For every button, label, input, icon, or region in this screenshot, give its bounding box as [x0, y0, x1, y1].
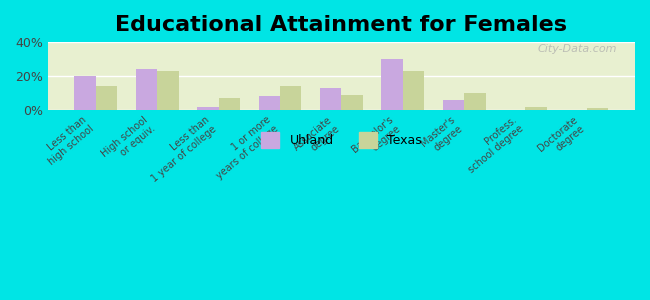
- Title: Educational Attainment for Females: Educational Attainment for Females: [115, 15, 567, 35]
- Bar: [157, 71, 179, 110]
- Bar: [280, 86, 302, 110]
- Bar: [525, 106, 547, 110]
- Bar: [218, 98, 240, 110]
- Bar: [587, 108, 608, 110]
- Bar: [136, 69, 157, 110]
- Bar: [259, 96, 280, 110]
- Bar: [96, 86, 118, 110]
- Bar: [75, 76, 96, 110]
- Bar: [443, 100, 464, 110]
- Bar: [341, 95, 363, 110]
- Bar: [320, 88, 341, 110]
- Bar: [464, 93, 486, 110]
- Legend: Uhland, Texas: Uhland, Texas: [255, 127, 427, 152]
- Text: City-Data.com: City-Data.com: [538, 44, 617, 54]
- Bar: [403, 71, 424, 110]
- Bar: [197, 106, 218, 110]
- Bar: [382, 59, 403, 110]
